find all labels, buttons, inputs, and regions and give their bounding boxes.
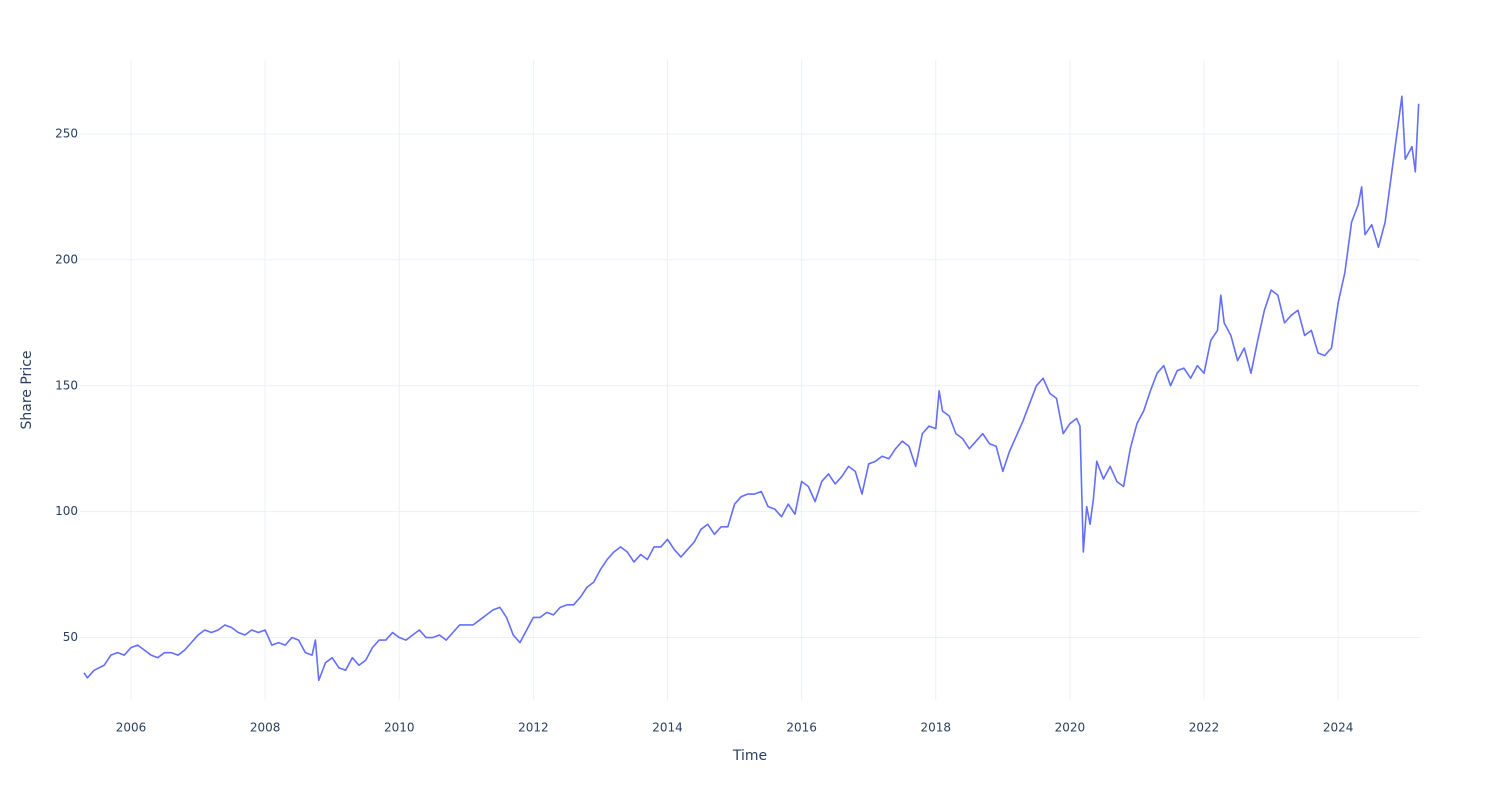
y-tick-label: 50: [63, 630, 78, 644]
x-tick-label: 2024: [1323, 721, 1354, 735]
x-tick-label: 2012: [518, 721, 549, 735]
x-axis-title: Time: [732, 748, 767, 764]
y-tick-label: 250: [55, 127, 78, 141]
x-tick-label: 2018: [921, 721, 952, 735]
y-tick-label: 150: [55, 378, 78, 392]
x-tick-label: 2010: [384, 721, 415, 735]
y-tick-label: 200: [55, 252, 78, 266]
x-tick-label: 2020: [1055, 721, 1086, 735]
price-line: [83, 95, 1420, 682]
y-axis-title: Share Price: [19, 350, 35, 429]
x-tick-label: 2016: [786, 721, 817, 735]
y-tick-label: 100: [55, 504, 78, 518]
x-tick-label: 2008: [250, 721, 281, 735]
x-tick-label: 2022: [1189, 721, 1220, 735]
x-tick-label: 2014: [652, 721, 683, 735]
x-tick-label: 2006: [116, 721, 147, 735]
